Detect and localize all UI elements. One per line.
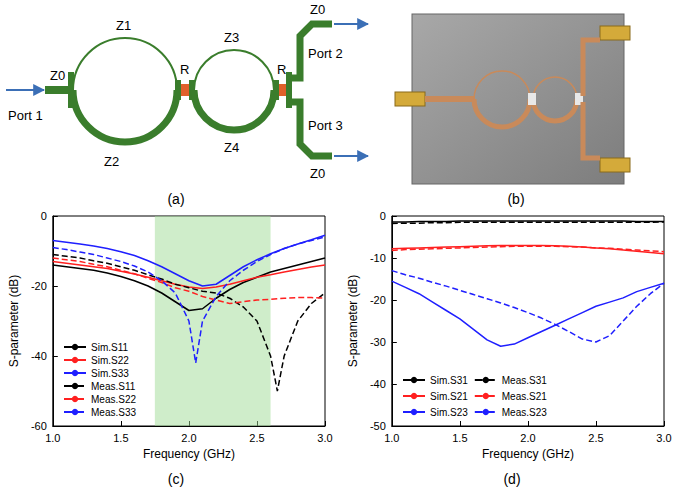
- svg-text:Frequency (GHz): Frequency (GHz): [143, 447, 235, 461]
- svg-text:-20: -20: [370, 294, 386, 306]
- svg-text:Meas.S11: Meas.S11: [91, 381, 136, 392]
- svg-text:-40: -40: [370, 378, 386, 390]
- svg-text:0: 0: [41, 210, 47, 222]
- svg-text:2.5: 2.5: [588, 432, 603, 444]
- svg-text:2.5: 2.5: [249, 432, 264, 444]
- svg-text:-40: -40: [31, 350, 47, 362]
- svg-text:3.0: 3.0: [317, 432, 332, 444]
- svg-text:Z4: Z4: [224, 140, 239, 155]
- svg-text:1.0: 1.0: [45, 432, 60, 444]
- svg-text:-20: -20: [31, 280, 47, 292]
- svg-text:(d): (d): [503, 471, 520, 487]
- svg-text:2.0: 2.0: [181, 432, 196, 444]
- svg-text:S-parameter (dB): S-parameter (dB): [7, 275, 21, 368]
- svg-text:Z0: Z0: [310, 166, 325, 181]
- svg-text:Z1: Z1: [116, 18, 131, 33]
- svg-text:Z2: Z2: [104, 154, 119, 169]
- svg-text:-60: -60: [31, 420, 47, 432]
- svg-text:-30: -30: [370, 336, 386, 348]
- svg-text:Sim.S22: Sim.S22: [91, 355, 129, 366]
- svg-text:(c): (c): [168, 471, 184, 487]
- svg-text:R: R: [277, 62, 286, 77]
- svg-text:R: R: [180, 62, 189, 77]
- svg-text:S-parameter (dB): S-parameter (dB): [346, 275, 360, 368]
- svg-text:3.0: 3.0: [656, 432, 671, 444]
- svg-text:(b): (b): [507, 191, 524, 207]
- svg-text:Port 1: Port 1: [8, 108, 43, 123]
- svg-text:Port 2: Port 2: [308, 46, 343, 61]
- svg-text:1.5: 1.5: [113, 432, 128, 444]
- svg-text:Z3: Z3: [224, 30, 239, 45]
- svg-text:Z0: Z0: [310, 2, 325, 17]
- svg-text:Frequency (GHz): Frequency (GHz): [482, 447, 574, 461]
- svg-text:Meas.S33: Meas.S33: [91, 407, 136, 418]
- svg-text:Sim.S21: Sim.S21: [430, 391, 468, 402]
- svg-text:2.0: 2.0: [520, 432, 535, 444]
- svg-text:Sim.S33: Sim.S33: [91, 368, 129, 379]
- svg-text:-50: -50: [370, 420, 386, 432]
- svg-text:Meas.S23: Meas.S23: [502, 407, 547, 418]
- svg-text:Sim.S31: Sim.S31: [430, 375, 468, 386]
- svg-text:Sim.S23: Sim.S23: [430, 407, 468, 418]
- svg-text:Port 3: Port 3: [308, 118, 343, 133]
- svg-text:Z0: Z0: [50, 68, 65, 83]
- svg-text:0: 0: [380, 210, 386, 222]
- svg-text:-10: -10: [370, 252, 386, 264]
- svg-text:1.0: 1.0: [384, 432, 399, 444]
- svg-text:Meas.S21: Meas.S21: [502, 391, 547, 402]
- svg-text:Sim.S11: Sim.S11: [91, 342, 128, 353]
- svg-text:Meas.S31: Meas.S31: [502, 375, 547, 386]
- svg-text:(a): (a): [167, 191, 184, 207]
- svg-text:Meas.S22: Meas.S22: [91, 394, 136, 405]
- svg-text:1.5: 1.5: [452, 432, 467, 444]
